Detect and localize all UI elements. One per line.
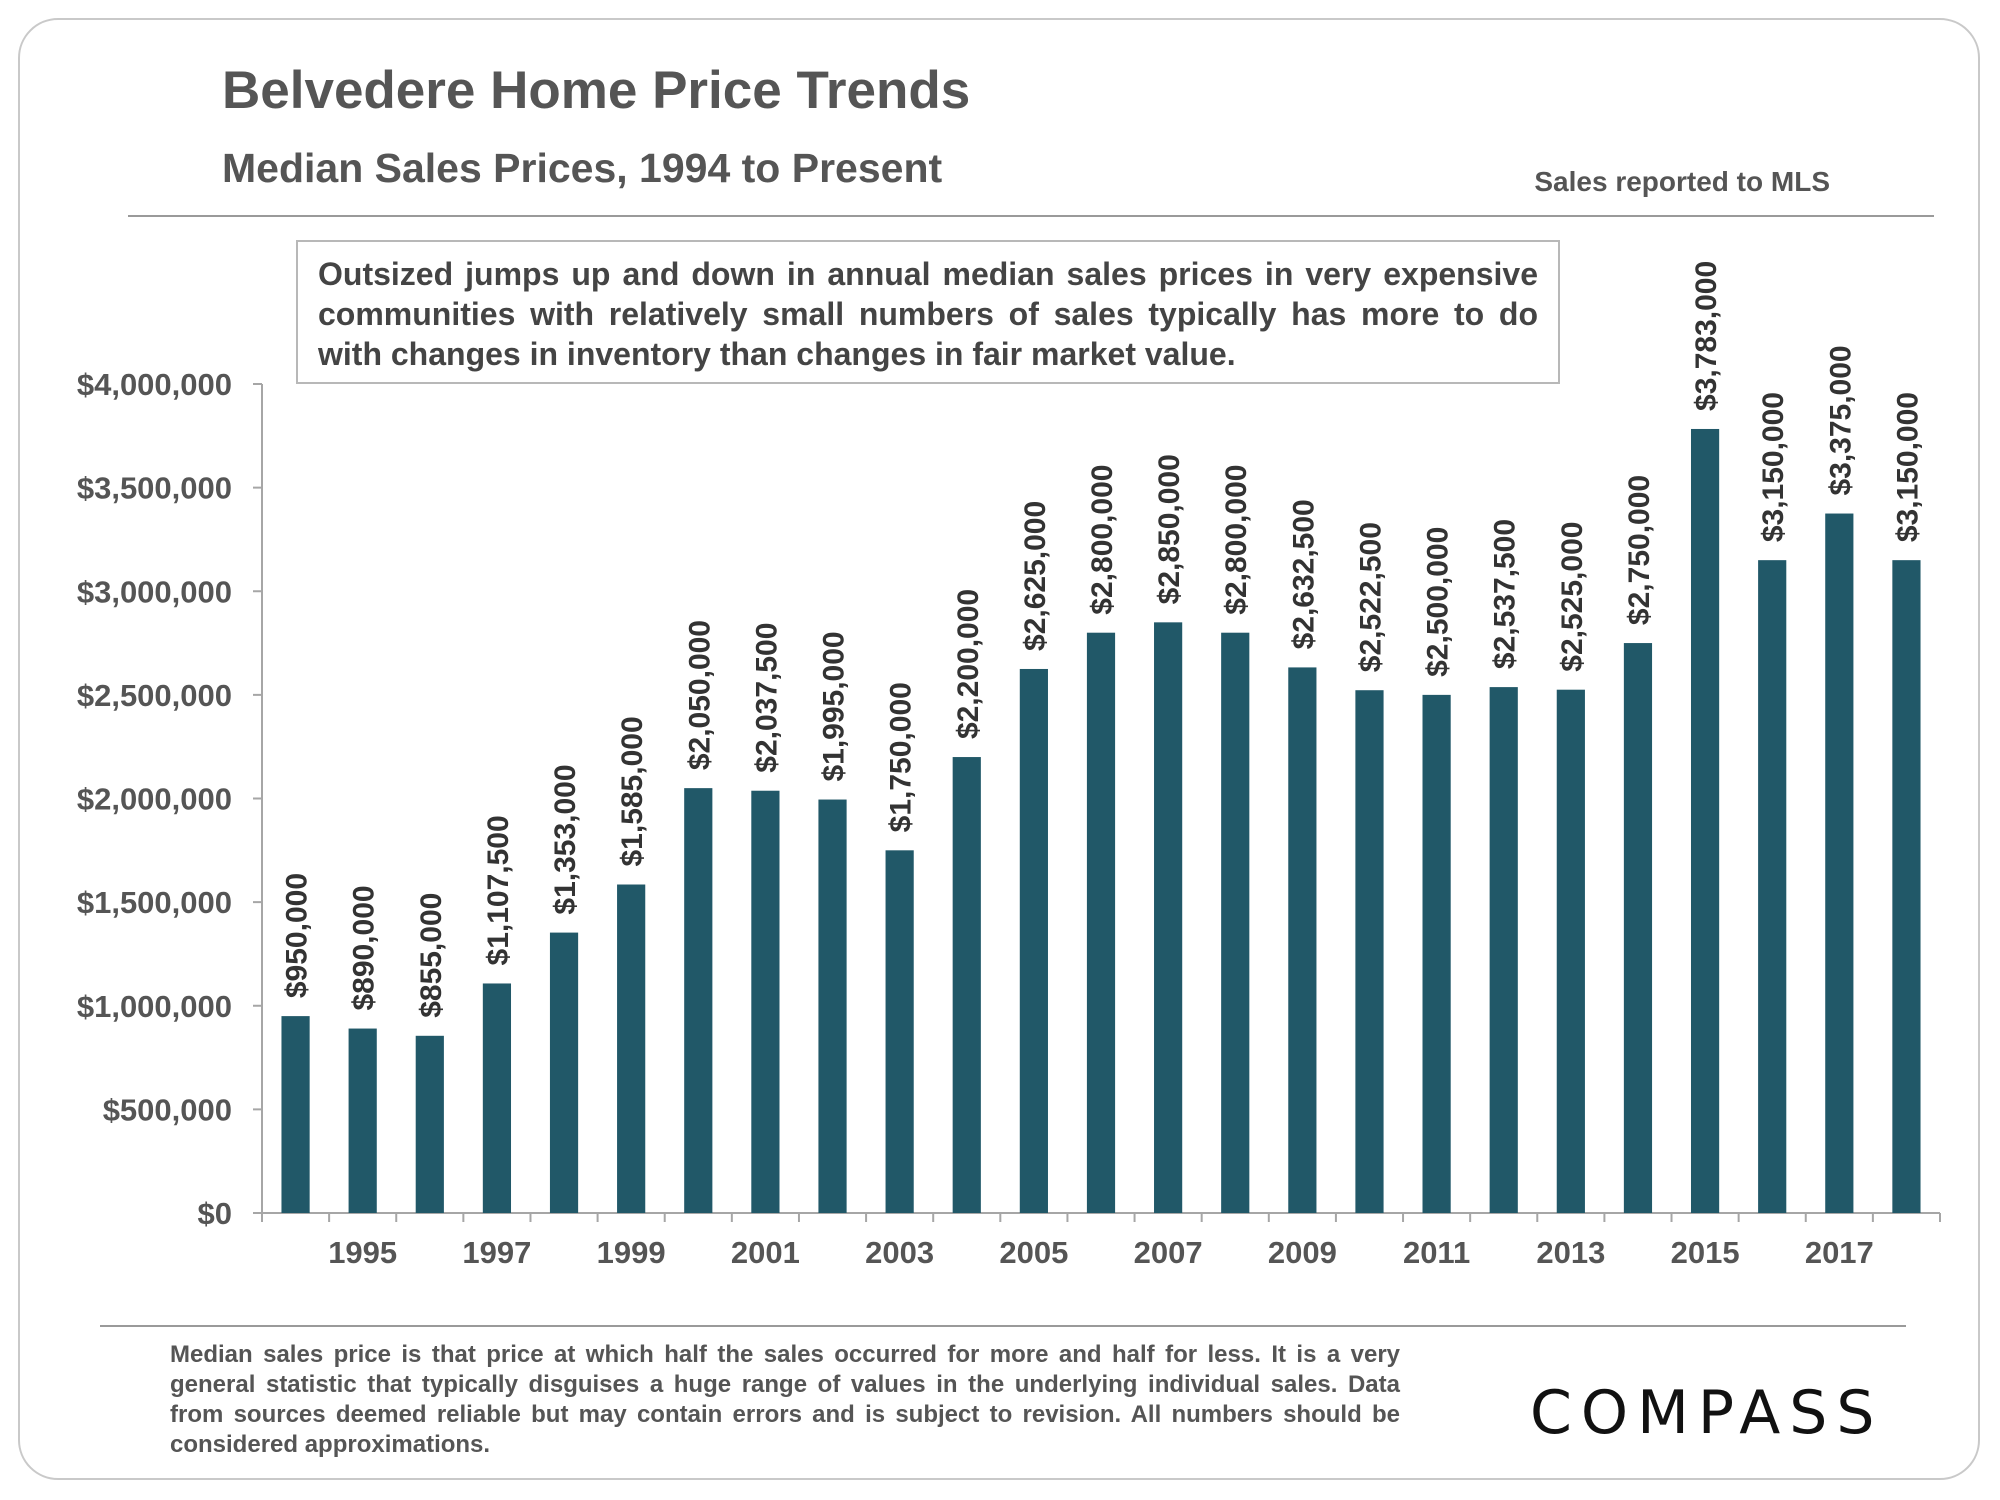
- x-tick-label-2009: 2009: [1268, 1235, 1337, 1270]
- bar-2008: [1221, 632, 1250, 1213]
- data-label-2013: $2,525,000: [1556, 522, 1589, 672]
- bar-1998: [549, 932, 579, 1213]
- data-label-2002: $1,995,000: [818, 631, 851, 781]
- bar-2017: [1825, 513, 1854, 1213]
- header-divider: [128, 215, 1934, 217]
- bar-1999: [617, 884, 646, 1213]
- data-label-2008: $2,800,000: [1220, 465, 1253, 615]
- data-label-2001: $2,037,500: [750, 623, 783, 773]
- x-tick-label-1997: 1997: [462, 1235, 531, 1270]
- bar-2011: [1422, 694, 1451, 1213]
- bar-2010: [1355, 690, 1384, 1213]
- data-label-2016: $3,150,000: [1757, 392, 1790, 542]
- data-label-2009: $2,632,500: [1287, 499, 1320, 649]
- bar-2016: [1758, 560, 1787, 1213]
- bar-2012: [1489, 687, 1518, 1213]
- x-tick-label-2011: 2011: [1403, 1235, 1470, 1270]
- bar-2006: [1086, 632, 1116, 1213]
- y-tick-label: $1,000,000: [77, 989, 232, 1024]
- x-tick-label-2015: 2015: [1671, 1235, 1740, 1270]
- data-label-2005: $2,625,000: [1019, 501, 1052, 651]
- page-subtitle: Median Sales Prices, 1994 to Present: [222, 145, 943, 191]
- data-label-2014: $2,750,000: [1623, 475, 1656, 625]
- data-label-2018: $3,150,000: [1891, 392, 1924, 542]
- y-tick-label: $2,000,000: [77, 782, 232, 817]
- bar-2014: [1623, 643, 1653, 1213]
- data-label-1999: $1,585,000: [616, 716, 649, 866]
- data-label-2006: $2,800,000: [1086, 465, 1119, 615]
- y-tick-label: $3,000,000: [77, 574, 232, 609]
- bar-2001: [751, 790, 780, 1213]
- data-label-2011: $2,500,000: [1422, 527, 1455, 677]
- data-label-1995: $890,000: [348, 885, 381, 1010]
- x-tick-label-1999: 1999: [597, 1235, 666, 1270]
- data-label-1998: $1,353,000: [549, 764, 582, 914]
- bar-2015: [1690, 428, 1720, 1213]
- data-label-2015: $3,783,000: [1690, 261, 1723, 411]
- bar-1996: [415, 1035, 444, 1213]
- bar-2003: [885, 850, 914, 1213]
- x-tick-label-2003: 2003: [865, 1235, 934, 1270]
- bar-2000: [684, 788, 713, 1213]
- bar-2018: [1892, 560, 1921, 1213]
- bar-2004: [952, 757, 981, 1213]
- x-tick-label-2001: 2001: [731, 1235, 800, 1270]
- source-note: Sales reported to MLS: [1534, 166, 1830, 197]
- x-tick-label-1995: 1995: [328, 1235, 397, 1270]
- data-label-2007: $2,850,000: [1153, 454, 1186, 604]
- data-label-2010: $2,522,500: [1354, 522, 1387, 672]
- page-title: Belvedere Home Price Trends: [222, 61, 971, 120]
- data-label-2003: $1,750,000: [885, 682, 918, 832]
- bar-2013: [1556, 689, 1585, 1213]
- y-tick-label: $3,500,000: [77, 471, 232, 506]
- bar-2005: [1019, 668, 1048, 1213]
- callout-box: Outsized jumps up and down in annual med…: [296, 240, 1560, 384]
- bar-2009: [1288, 667, 1317, 1213]
- data-label-2000: $2,050,000: [683, 620, 716, 770]
- bar-1995: [348, 1028, 377, 1213]
- y-tick-label: $4,000,000: [77, 367, 232, 402]
- data-label-1996: $855,000: [415, 893, 448, 1018]
- x-tick-label-2017: 2017: [1805, 1235, 1874, 1270]
- y-tick-label: $0: [198, 1196, 232, 1231]
- bar-1997: [482, 983, 512, 1213]
- footer-divider: [100, 1325, 1906, 1327]
- compass-logo: COMPASS: [1530, 1378, 1884, 1448]
- bar-1994: [281, 1016, 310, 1213]
- x-tick-label-2005: 2005: [999, 1235, 1068, 1270]
- y-tick-label: $1,500,000: [77, 885, 232, 920]
- data-label-1994: $950,000: [281, 873, 314, 998]
- y-tick-label: $2,500,000: [77, 678, 232, 713]
- data-label-2004: $2,200,000: [952, 589, 985, 739]
- data-label-2012: $2,537,500: [1489, 519, 1522, 669]
- footnote: Median sales price is that price at whic…: [170, 1341, 1400, 1458]
- bar-2002: [818, 799, 847, 1213]
- bar-2007: [1154, 622, 1183, 1213]
- x-tick-label-2013: 2013: [1536, 1235, 1605, 1270]
- y-tick-label: $500,000: [103, 1092, 232, 1127]
- x-tick-label-2007: 2007: [1134, 1235, 1203, 1270]
- data-label-2017: $3,375,000: [1824, 345, 1857, 495]
- data-label-1997: $1,107,500: [482, 815, 515, 965]
